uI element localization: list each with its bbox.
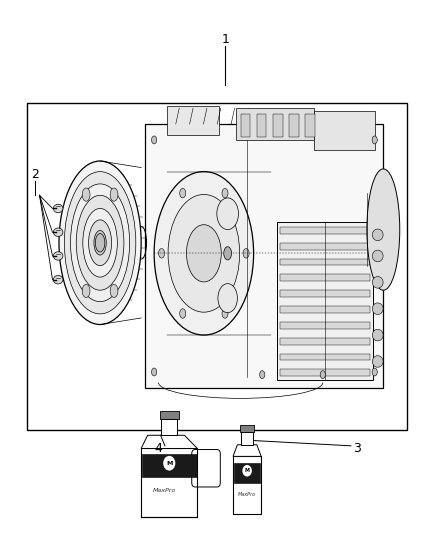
Ellipse shape <box>159 248 165 258</box>
Ellipse shape <box>224 247 232 260</box>
Text: M: M <box>166 461 173 466</box>
Bar <box>233 456 261 514</box>
Ellipse shape <box>94 230 106 255</box>
Bar <box>279 353 371 360</box>
Bar <box>257 114 266 138</box>
Ellipse shape <box>53 204 63 213</box>
Bar <box>240 425 254 432</box>
Bar <box>279 274 371 281</box>
Bar <box>279 306 371 313</box>
Ellipse shape <box>242 465 252 477</box>
Text: 4: 4 <box>155 442 162 455</box>
Ellipse shape <box>163 456 175 471</box>
Ellipse shape <box>53 276 63 284</box>
Bar <box>27 103 407 430</box>
Bar <box>161 419 177 435</box>
Ellipse shape <box>372 356 383 367</box>
Ellipse shape <box>372 368 377 376</box>
Ellipse shape <box>372 250 383 262</box>
Ellipse shape <box>76 196 124 290</box>
Ellipse shape <box>152 368 157 376</box>
Ellipse shape <box>53 252 63 260</box>
Polygon shape <box>141 435 198 448</box>
Ellipse shape <box>320 370 325 378</box>
Ellipse shape <box>372 329 383 341</box>
Text: 2: 2 <box>31 168 39 181</box>
Bar <box>279 338 371 344</box>
Text: MaxPro: MaxPro <box>238 492 256 497</box>
Ellipse shape <box>372 136 377 144</box>
Ellipse shape <box>180 188 186 198</box>
Ellipse shape <box>86 205 123 280</box>
Bar <box>141 448 198 517</box>
Text: 3: 3 <box>353 442 361 455</box>
Ellipse shape <box>217 198 238 230</box>
Bar <box>277 222 372 380</box>
Bar <box>234 463 260 483</box>
Bar <box>236 108 314 140</box>
Ellipse shape <box>59 161 141 325</box>
Ellipse shape <box>222 188 228 198</box>
Bar <box>305 114 315 138</box>
Ellipse shape <box>187 225 221 282</box>
Polygon shape <box>145 124 383 388</box>
Ellipse shape <box>260 370 265 378</box>
Bar <box>142 454 197 478</box>
Ellipse shape <box>180 309 186 318</box>
Ellipse shape <box>53 228 63 237</box>
Ellipse shape <box>82 284 90 297</box>
Ellipse shape <box>222 309 228 318</box>
Ellipse shape <box>243 248 249 258</box>
Ellipse shape <box>218 284 237 313</box>
Text: 1: 1 <box>222 33 230 46</box>
Bar <box>279 259 371 265</box>
Ellipse shape <box>168 195 240 312</box>
Ellipse shape <box>154 172 254 335</box>
Bar <box>160 411 179 419</box>
Bar <box>279 322 371 329</box>
Ellipse shape <box>95 233 105 252</box>
Bar <box>167 106 219 135</box>
Bar <box>241 432 253 445</box>
Ellipse shape <box>88 220 112 265</box>
Bar <box>240 114 250 138</box>
Ellipse shape <box>372 277 383 288</box>
Ellipse shape <box>152 136 157 144</box>
Bar <box>273 114 283 138</box>
Bar <box>279 369 371 376</box>
Bar <box>289 114 299 138</box>
Ellipse shape <box>110 188 118 201</box>
Ellipse shape <box>71 184 130 302</box>
Text: MaxPro: MaxPro <box>153 488 177 493</box>
Bar <box>314 111 374 150</box>
Polygon shape <box>233 445 261 456</box>
Bar <box>201 461 212 478</box>
Bar <box>279 290 371 297</box>
Ellipse shape <box>82 188 90 201</box>
Ellipse shape <box>83 208 117 277</box>
Text: M: M <box>244 468 250 473</box>
Ellipse shape <box>110 284 118 297</box>
Ellipse shape <box>372 303 383 314</box>
Ellipse shape <box>367 169 400 290</box>
Ellipse shape <box>94 230 106 255</box>
Bar <box>279 227 371 234</box>
Ellipse shape <box>372 229 383 241</box>
Bar <box>279 243 371 249</box>
Ellipse shape <box>64 172 136 314</box>
